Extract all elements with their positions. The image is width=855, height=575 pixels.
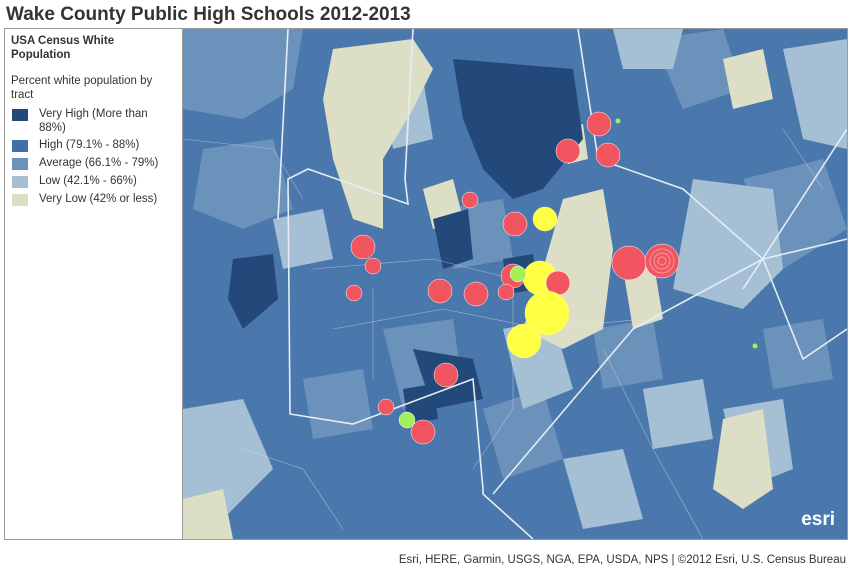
school-point[interactable] [463, 281, 489, 307]
legend-title: USA Census White Population [11, 35, 115, 61]
legend-item-high: High (79.1% - 88%) [11, 137, 176, 153]
school-point[interactable] [555, 138, 581, 164]
map-canvas[interactable]: esri [183, 29, 847, 539]
map-attribution: Esri, HERE, Garmin, USGS, NGA, EPA, USDA… [398, 554, 846, 566]
legend-item-very-low: Very Low (42% or less) [11, 191, 176, 207]
school-point[interactable] [350, 234, 376, 260]
school-points [345, 111, 758, 445]
school-point[interactable] [433, 362, 459, 388]
legend-swatch-very-high [11, 108, 29, 122]
legend-label-average: Average (66.1% - 79%) [39, 157, 159, 169]
school-point[interactable] [461, 191, 479, 209]
map-frame: USA Census White Population Percent whit… [4, 28, 848, 540]
legend-item-very-high: Very High (More than 88%) [11, 106, 176, 135]
school-point[interactable] [502, 211, 528, 237]
school-point[interactable] [497, 283, 515, 301]
tracts-very-high [228, 59, 583, 424]
legend-swatch-low [11, 175, 29, 189]
legend-panel: USA Census White Population Percent whit… [5, 29, 183, 539]
school-point[interactable] [595, 142, 621, 168]
tracts-average [183, 29, 847, 479]
page-title: Wake County Public High Schools 2012-201… [6, 4, 411, 25]
legend-items: Very High (More than 88%) High (79.1% - … [11, 106, 176, 207]
school-point[interactable] [509, 265, 527, 283]
school-point[interactable] [377, 398, 395, 416]
school-point[interactable] [615, 118, 621, 124]
legend-swatch-high [11, 139, 29, 153]
school-point[interactable] [752, 343, 758, 349]
legend-item-average: Average (66.1% - 79%) [11, 155, 176, 171]
school-point-ringed[interactable] [644, 243, 680, 279]
legend-swatch-average [11, 157, 29, 171]
legend-label-high: High (79.1% - 88%) [39, 139, 140, 151]
school-point[interactable] [586, 111, 612, 137]
school-point[interactable] [611, 245, 647, 281]
legend-label-low: Low (42.1% - 66%) [39, 175, 137, 187]
school-point[interactable] [364, 257, 382, 275]
school-point[interactable] [532, 206, 558, 232]
legend-item-low: Low (42.1% - 66%) [11, 173, 176, 189]
school-point[interactable] [345, 284, 363, 302]
esri-logo: esri [801, 509, 835, 530]
tracts-low [183, 29, 847, 529]
school-point[interactable] [427, 278, 453, 304]
legend-swatch-very-low [11, 193, 29, 207]
school-point[interactable] [524, 290, 570, 336]
tract-lines [183, 128, 824, 539]
legend-label-very-high: Very High (More than 88%) [39, 108, 148, 134]
school-point[interactable] [398, 411, 416, 429]
legend-subtitle: Percent white population by tract [11, 75, 153, 101]
school-point[interactable] [506, 323, 542, 359]
legend-label-very-low: Very Low (42% or less) [39, 193, 158, 205]
map-svg[interactable] [183, 29, 847, 539]
school-point[interactable] [410, 419, 436, 445]
